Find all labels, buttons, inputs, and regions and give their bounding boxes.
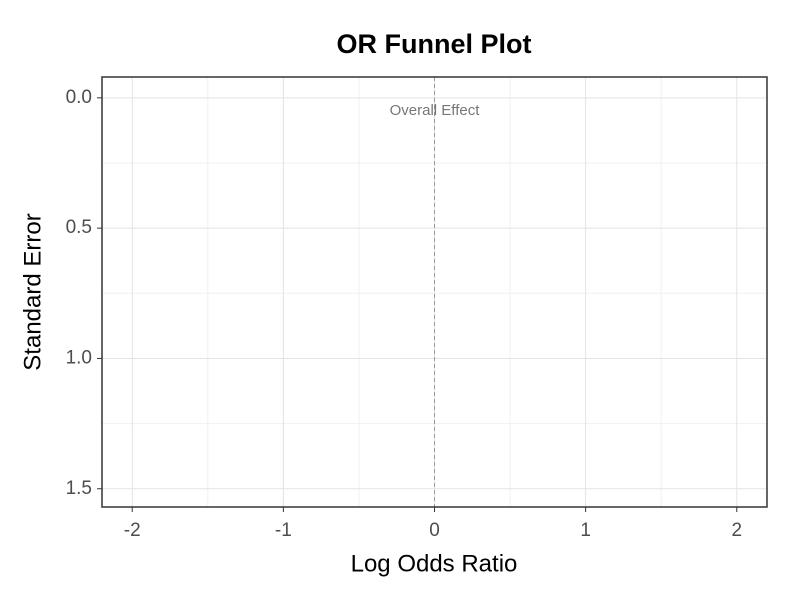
panel-border: [101, 76, 768, 508]
y-tick-label: 0.5: [66, 217, 92, 238]
x-tick-label: -2: [124, 520, 141, 541]
x-tick-label: 0: [429, 520, 440, 541]
x-tick-label: -1: [275, 520, 292, 541]
x-axis-label: Log Odds Ratio: [351, 550, 518, 577]
x-tick-label: 2: [731, 520, 742, 541]
x-tick-label: 1: [580, 520, 591, 541]
y-tick-label: 0.0: [66, 87, 92, 108]
y-tick-label: 1.0: [66, 347, 92, 368]
y-axis-label: Standard Error: [19, 213, 46, 370]
reference-label: Overall Effect: [390, 102, 481, 119]
y-tick-label: 1.5: [66, 478, 92, 499]
chart-title: OR Funnel Plot: [337, 29, 532, 59]
